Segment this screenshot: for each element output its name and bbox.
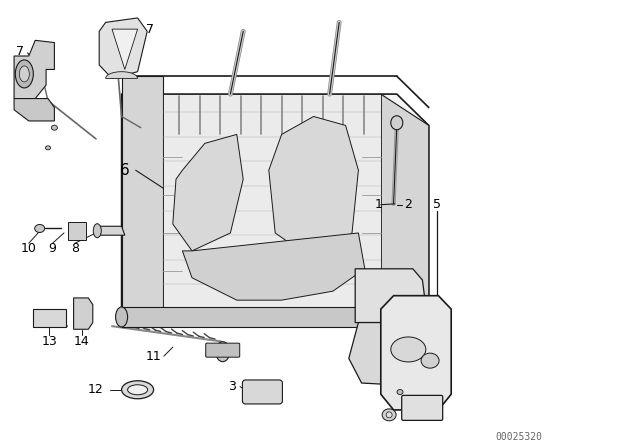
Ellipse shape	[391, 116, 403, 130]
Polygon shape	[96, 226, 125, 235]
Ellipse shape	[127, 385, 148, 395]
Text: 5: 5	[433, 198, 441, 211]
Polygon shape	[68, 222, 86, 240]
Ellipse shape	[35, 224, 45, 233]
Ellipse shape	[423, 307, 435, 327]
FancyBboxPatch shape	[243, 380, 282, 404]
Text: 12: 12	[88, 383, 104, 396]
Polygon shape	[74, 298, 93, 329]
Text: 9: 9	[49, 242, 56, 255]
Ellipse shape	[45, 146, 51, 150]
Ellipse shape	[19, 66, 29, 82]
Text: 3: 3	[228, 379, 236, 393]
Polygon shape	[349, 323, 429, 385]
Polygon shape	[269, 116, 358, 260]
Text: 10: 10	[21, 242, 36, 255]
Ellipse shape	[216, 342, 230, 362]
Polygon shape	[122, 76, 163, 327]
Ellipse shape	[116, 307, 127, 327]
Ellipse shape	[15, 60, 33, 88]
Text: 11: 11	[146, 349, 161, 363]
Polygon shape	[122, 307, 429, 327]
Text: 13: 13	[42, 335, 57, 348]
Text: 2: 2	[404, 198, 412, 211]
Polygon shape	[182, 233, 365, 300]
Text: 7: 7	[146, 22, 154, 36]
FancyBboxPatch shape	[402, 396, 443, 420]
Polygon shape	[14, 99, 54, 121]
Ellipse shape	[382, 409, 396, 421]
Text: 14: 14	[74, 335, 90, 348]
Polygon shape	[33, 309, 66, 327]
Ellipse shape	[421, 353, 439, 368]
Ellipse shape	[386, 412, 392, 418]
Text: 4: 4	[430, 404, 438, 418]
Ellipse shape	[397, 389, 403, 395]
Polygon shape	[381, 296, 451, 410]
Ellipse shape	[51, 125, 58, 130]
Ellipse shape	[122, 381, 154, 399]
Ellipse shape	[93, 224, 101, 238]
Polygon shape	[112, 29, 138, 69]
Ellipse shape	[391, 337, 426, 362]
Polygon shape	[122, 94, 429, 327]
Polygon shape	[99, 18, 147, 78]
Text: 6: 6	[120, 163, 130, 178]
Text: 1: 1	[375, 198, 383, 211]
Text: 00025320: 00025320	[495, 432, 542, 442]
Text: 7: 7	[17, 45, 24, 59]
Polygon shape	[163, 94, 381, 307]
FancyBboxPatch shape	[205, 343, 240, 357]
Polygon shape	[173, 134, 243, 251]
Polygon shape	[14, 40, 54, 99]
Polygon shape	[106, 72, 138, 78]
Text: 8: 8	[71, 242, 79, 255]
Polygon shape	[381, 94, 429, 327]
Polygon shape	[355, 269, 426, 323]
